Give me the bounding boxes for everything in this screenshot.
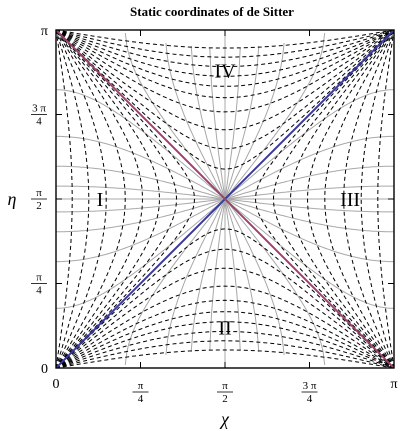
y-tick-label-3: 3 π4 (31, 103, 47, 128)
static-radius-curve-left-1 (56, 30, 90, 368)
y-axis-label: η (8, 189, 17, 209)
static-radius-curve-bottom-10 (56, 267, 394, 368)
x-axis-label: χ (219, 409, 230, 429)
region-label-3: IV (214, 61, 236, 83)
static-radius-curve-top-13 (56, 30, 394, 87)
static-radius-curve-bottom-9 (56, 248, 394, 368)
x-tick-label-2-num: π (222, 380, 228, 392)
static-radius-curve-right-2 (343, 30, 394, 368)
static-radius-curve-left-2 (56, 30, 107, 368)
y-tick-label-4: π (41, 24, 48, 39)
static-radius-curves (56, 30, 394, 368)
static-radius-curve-bottom-13 (56, 311, 394, 368)
static-radius-curve-top-10 (56, 30, 394, 131)
static-radius-curve-top-12 (56, 30, 394, 99)
static-radius-curve-top-17 (56, 30, 394, 49)
static-radius-curve-top-8 (56, 30, 394, 170)
x-tick-label-3-num: 3 π (303, 380, 317, 392)
static-radius-curve-top-9 (56, 30, 394, 150)
x-tick-label-0: 0 (53, 377, 60, 392)
y-tick-label-3-num: 3 π (32, 103, 46, 115)
static-radius-curve-bottom-8 (56, 228, 394, 368)
region-label-0: I (97, 189, 104, 211)
static-radius-curve-right-7 (254, 30, 394, 368)
y-tick-label-0: 0 (41, 362, 48, 377)
diagram-title: Static coordinates of de Sitter (130, 4, 294, 19)
static-radius-curve-top-14 (56, 30, 394, 77)
x-tick-label-3: 3 π4 (301, 380, 318, 405)
static-radius-curve-right-5 (290, 30, 394, 368)
y-tick-label-1: π4 (31, 272, 47, 297)
x-tick-label-1: π4 (132, 380, 149, 405)
static-radius-curve-left-6 (56, 30, 178, 368)
static-radius-curve-top-11 (56, 30, 394, 113)
static-radius-curve-top-15 (56, 30, 394, 68)
x-tick-label-1-den: 4 (138, 393, 144, 405)
x-tick-label-3-den: 4 (307, 393, 313, 405)
static-radius-curve-bottom-16 (56, 340, 394, 368)
region-label-1: II (218, 317, 231, 339)
x-tick-label-1-num: π (138, 380, 144, 392)
static-radius-curve-bottom-14 (56, 321, 394, 368)
y-tick-label-2: π2 (31, 187, 47, 212)
y-tick-label-1-num: π (36, 272, 42, 284)
static-radius-curve-right-4 (306, 30, 394, 368)
horizon-diagonal-magenta (56, 30, 394, 368)
static-radius-curve-left-3 (56, 30, 126, 368)
x-tick-label-4: π (390, 377, 397, 392)
static-radius-curve-right-6 (272, 30, 394, 368)
y-tick-label-2-num: π (36, 187, 42, 199)
static-radius-curve-left-5 (56, 30, 160, 368)
axis-ticks (55, 29, 395, 369)
y-tick-label-1-den: 4 (36, 285, 42, 297)
static-radius-curve-right-3 (324, 30, 394, 368)
static-radius-curve-bottom-12 (56, 299, 394, 368)
static-radius-curve-right-1 (360, 30, 394, 368)
static-radius-curve-bottom-11 (56, 285, 394, 368)
static-radius-curve-left-4 (56, 30, 144, 368)
static-radius-curve-right-0 (377, 30, 394, 368)
static-radius-curve-left-7 (56, 30, 196, 368)
horizon-lines (56, 30, 394, 368)
static-radius-curve-top-16 (56, 30, 394, 58)
x-tick-label-2-den: 2 (222, 393, 228, 405)
static-radius-curve-bottom-15 (56, 330, 394, 368)
y-tick-label-2-den: 2 (36, 200, 42, 212)
static-radius-curve-bottom-17 (56, 349, 394, 368)
static-radius-curve-left-0 (56, 30, 73, 368)
x-tick-label-2: π2 (217, 380, 233, 405)
y-tick-label-3-den: 4 (36, 116, 42, 128)
region-label-2: III (340, 189, 360, 211)
